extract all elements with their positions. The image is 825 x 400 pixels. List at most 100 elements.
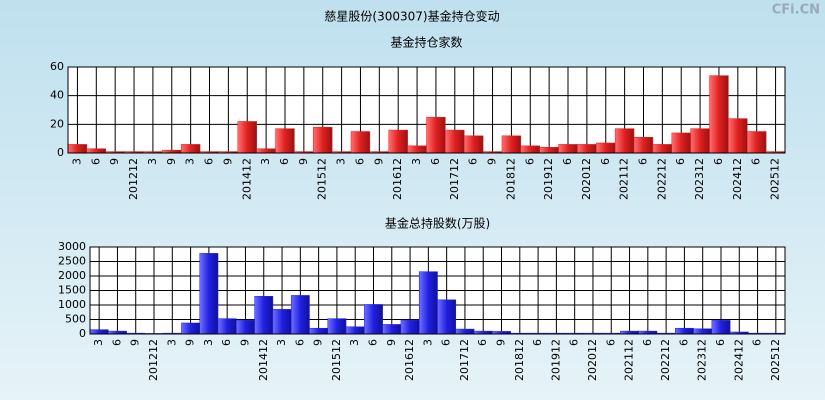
x-tick-label: 6 <box>561 158 574 165</box>
bar <box>671 132 691 154</box>
bar <box>345 326 365 335</box>
x-tick-label: 201712 <box>458 339 471 381</box>
x-tick-label: 201412 <box>240 158 253 200</box>
bar <box>539 147 559 154</box>
bar <box>89 329 109 335</box>
x-tick-label: 9 <box>297 158 310 165</box>
bar <box>388 129 408 154</box>
x-tick-label: 202012 <box>580 158 593 200</box>
x-tick-label: 9 <box>385 339 398 346</box>
x-tick-label: 9 <box>165 158 178 165</box>
y-tick-label: 60 <box>50 60 64 73</box>
x-tick-label: 6 <box>712 158 725 165</box>
x-tick-label: 3 <box>202 339 215 346</box>
x-tick-label: 3 <box>348 339 361 346</box>
bar <box>382 324 402 335</box>
bar <box>652 144 673 154</box>
x-tick-label: 6 <box>353 158 366 165</box>
x-tick-label: 202512 <box>769 158 782 200</box>
x-tick-label: 6 <box>89 158 102 165</box>
x-tick-label: 6 <box>476 339 489 346</box>
x-tick-label: 9 <box>184 339 197 346</box>
y-tick-label: 1500 <box>58 284 86 297</box>
bar <box>614 128 635 154</box>
bar <box>633 136 654 154</box>
bar <box>455 328 475 335</box>
bar <box>407 145 427 154</box>
plot-frame <box>89 246 786 335</box>
y-tick-label: 500 <box>65 313 86 326</box>
x-tick-label: 202212 <box>659 339 672 381</box>
x-tick-label: 201212 <box>127 158 140 200</box>
x-tick-label: 201912 <box>542 158 555 200</box>
x-tick-label: 202412 <box>732 339 745 381</box>
x-tick-label: 6 <box>677 339 690 346</box>
y-tick-label: 1000 <box>58 298 86 311</box>
x-tick-label: 9 <box>312 339 325 346</box>
bar <box>275 128 295 154</box>
bar <box>217 318 237 335</box>
bar <box>437 299 457 335</box>
bar <box>426 116 446 154</box>
x-tick-label: 3 <box>146 158 159 165</box>
bar <box>675 327 694 335</box>
y-tick-label: 2500 <box>58 255 86 268</box>
y-tick-label: 2000 <box>58 269 86 282</box>
x-tick-label: 3 <box>184 158 197 165</box>
bar <box>728 118 748 154</box>
bar <box>747 131 767 154</box>
bar <box>690 128 710 154</box>
plot-frame <box>67 66 786 154</box>
bar <box>313 126 333 154</box>
x-tick-label: 9 <box>372 158 385 165</box>
bar <box>558 144 578 154</box>
x-tick-label: 201612 <box>403 339 416 381</box>
bar <box>86 148 106 154</box>
x-tick-label: 3 <box>335 158 348 165</box>
bar <box>236 319 255 335</box>
x-tick-label: 6 <box>714 339 727 346</box>
x-tick-label: 6 <box>523 158 536 165</box>
bar <box>199 253 219 335</box>
bar <box>501 135 522 154</box>
bar <box>290 295 310 335</box>
bar <box>256 148 276 154</box>
x-tick-label: 9 <box>221 158 234 165</box>
x-tick-label: 9 <box>495 339 508 346</box>
x-tick-label: 6 <box>278 158 291 165</box>
x-tick-label: 6 <box>220 339 233 346</box>
x-tick-label: 6 <box>568 339 581 346</box>
x-tick-label: 3 <box>92 339 105 346</box>
x-tick-label: 3 <box>70 158 83 165</box>
bar <box>181 322 200 335</box>
x-tick-label: 6 <box>641 339 654 346</box>
x-tick-label: 6 <box>293 339 306 346</box>
x-tick-label: 201812 <box>504 158 517 200</box>
x-tick-label: 9 <box>238 339 251 346</box>
x-tick-label: 202312 <box>696 339 709 381</box>
x-tick-label: 6 <box>429 158 442 165</box>
x-tick-label: 201512 <box>316 158 329 200</box>
x-tick-label: 6 <box>110 339 123 346</box>
page-title: 慈星股份(300307)基金持仓变动 <box>324 9 499 24</box>
x-tick-label: 202212 <box>655 158 668 200</box>
x-tick-label: 202012 <box>586 339 599 381</box>
y-tick-label: 3000 <box>58 240 86 253</box>
bar <box>463 135 484 154</box>
x-tick-label: 201812 <box>513 339 526 381</box>
bar <box>693 328 713 335</box>
x-tick-label: 9 <box>108 158 121 165</box>
x-tick-label: 6 <box>531 339 544 346</box>
x-tick-label: 6 <box>599 158 612 165</box>
bar <box>596 142 616 154</box>
x-tick-label: 202112 <box>618 158 631 200</box>
x-tick-label: 202412 <box>731 158 744 200</box>
bar <box>520 145 540 154</box>
x-tick-label: 3 <box>165 339 178 346</box>
x-tick-label: 202512 <box>769 339 782 381</box>
x-tick-label: 3 <box>259 158 272 165</box>
x-tick-label: 9 <box>486 158 499 165</box>
y-tick-label: 0 <box>57 146 64 159</box>
y-tick-label: 20 <box>50 117 64 130</box>
